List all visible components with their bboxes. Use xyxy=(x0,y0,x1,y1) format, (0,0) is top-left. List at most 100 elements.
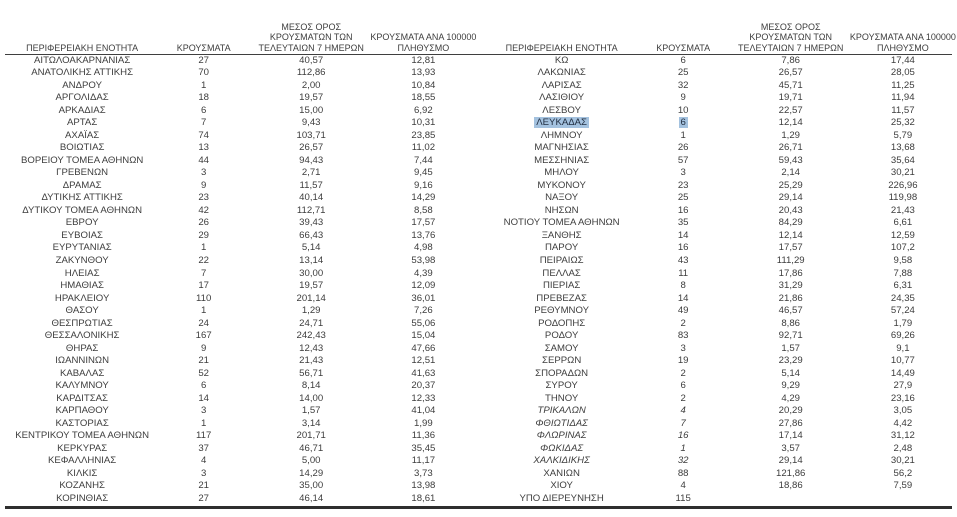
region-value: ΔΥΤΙΚΟΥ ΤΟΜΕΑ ΑΘΗΝΩΝ xyxy=(22,204,143,216)
selected-region-value[interactable]: ΛΕΥΚΑΔΑΣ xyxy=(534,117,589,129)
table-row: ΚΟΖΑΝΗΣ 21 35,00 13,98 xyxy=(5,480,473,493)
avg7-cell: 22,57 xyxy=(728,105,854,116)
avg7-value: 1,29 xyxy=(301,305,321,317)
avg7-cell: 111,29 xyxy=(728,255,854,266)
avg7-cell: 11,57 xyxy=(248,180,374,191)
region-value: ΚΟΡΙΝΘΙΑΣ xyxy=(56,492,109,504)
cases-cell: 1 xyxy=(639,443,728,454)
cases-value: 8 xyxy=(680,280,686,292)
cases-cell: 29 xyxy=(159,230,248,241)
region-cell: ΗΜΑΘΙΑΣ xyxy=(5,280,159,291)
per100k-value: 11,25 xyxy=(891,79,915,91)
avg7-cell: 201,14 xyxy=(248,293,374,304)
table-row: ΣΥΡΟΥ 6 9,29 27,9 xyxy=(485,379,953,392)
avg7-value: 17,14 xyxy=(778,430,803,442)
avg7-value: 19,57 xyxy=(299,92,324,104)
region-cell: ΡΟΔΟΠΗΣ xyxy=(485,318,639,329)
per100k-value: 4,42 xyxy=(893,417,913,429)
avg7-cell: 26,71 xyxy=(728,142,854,153)
header-cases-label: ΚΡΟΥΣΜΑΤΑ xyxy=(656,42,711,53)
region-cell: ΚΑΡΠΑΘΟΥ xyxy=(5,405,159,416)
avg7-cell: 59,43 xyxy=(728,155,854,166)
cases-cell: 27 xyxy=(159,55,248,66)
per100k-cell: 4,39 xyxy=(374,268,472,279)
region-cell: ΡΟΔΟΥ xyxy=(485,330,639,341)
avg7-value: 14,00 xyxy=(299,392,324,404)
cases-value: 3 xyxy=(201,467,207,479)
avg7-value: 29,14 xyxy=(778,192,803,204)
table-row: ΓΡΕΒΕΝΩΝ 3 2,71 9,45 xyxy=(5,167,473,180)
per100k-cell: 9,16 xyxy=(374,180,472,191)
avg7-value: 14,29 xyxy=(299,467,324,479)
region-cell: ΑΧΑΪΑΣ xyxy=(5,130,159,141)
region-value: ΚΑΡΠΑΘΟΥ xyxy=(55,405,109,417)
per100k-value: 7,59 xyxy=(893,480,913,492)
per100k-value: 56,2 xyxy=(893,467,913,479)
cases-value: 16 xyxy=(677,242,689,254)
avg7-cell: 21,86 xyxy=(728,293,854,304)
per100k-value: 6,61 xyxy=(893,217,913,229)
avg7-value: 56,71 xyxy=(299,367,324,379)
region-value: ΠΕΙΡΑΙΩΣ xyxy=(539,255,584,266)
per100k-cell: 15,04 xyxy=(374,330,472,341)
table-row: ΕΥΡΥΤΑΝΙΑΣ 1 5,14 4,98 xyxy=(5,242,473,255)
per100k-cell: 17,57 xyxy=(374,217,472,228)
cases-cell: 115 xyxy=(639,493,728,504)
region-cell: ΚΕΝΤΡΙΚΟΥ ΤΟΜΕΑ ΑΘΗΝΩΝ xyxy=(5,430,159,441)
table-row: ΑΡΤΑΣ 7 9,43 10,31 xyxy=(5,117,473,130)
table-row: ΦΩΚΙΔΑΣ 1 3,57 2,48 xyxy=(485,442,953,455)
region-value: ΗΜΑΘΙΑΣ xyxy=(60,280,104,292)
cases-cell: 88 xyxy=(639,468,728,479)
per100k-value: 47,66 xyxy=(411,342,436,354)
table-row: ΝΗΣΩΝ 16 20,43 21,43 xyxy=(485,204,953,217)
avg7-cell: 18,86 xyxy=(728,480,854,491)
cases-cell: 49 xyxy=(639,305,728,316)
table-row: ΧΑΝΙΩΝ 88 121,86 56,2 xyxy=(485,467,953,480)
selected-cases-value[interactable]: 6 xyxy=(678,117,688,129)
cases-cell: 27 xyxy=(159,493,248,504)
region-value: ΚΩ xyxy=(554,54,569,66)
cases-value: 23 xyxy=(677,179,689,191)
per100k-cell: 2,48 xyxy=(854,443,952,454)
avg7-cell: 1,57 xyxy=(728,343,854,354)
header-per100k: ΚΡΟΥΣΜΑΤΑ ΑΝΑ 100000 ΠΛΗΘΥΣΜΟ xyxy=(370,32,476,54)
avg7-cell: 24,71 xyxy=(248,318,374,329)
header-cases: ΚΡΟΥΣΜΑΤΑ xyxy=(639,43,728,55)
per100k-value: 21,43 xyxy=(890,204,915,216)
avg7-cell: 2,71 xyxy=(248,167,374,178)
table-row: ΕΒΡΟΥ 26 39,43 17,57 xyxy=(5,217,473,230)
per100k-cell: 13,68 xyxy=(854,142,952,153)
region-value: ΦΛΩΡΙΝΑΣ xyxy=(536,430,587,442)
avg7-value: 24,71 xyxy=(299,317,324,329)
per100k-cell: 9,1 xyxy=(854,343,952,354)
per100k-cell: 6,31 xyxy=(854,280,952,291)
region-value: ΚΑΡΔΙΤΣΑΣ xyxy=(56,392,108,404)
cases-value: 17 xyxy=(198,280,209,292)
avg7-cell: 9,29 xyxy=(728,380,854,391)
per100k-cell: 11,57 xyxy=(854,105,952,116)
per100k-value: 13,98 xyxy=(411,480,436,492)
region-cell: ΝΗΣΩΝ xyxy=(485,205,639,216)
region-value: ΡΟΔΟΠΗΣ xyxy=(538,317,586,329)
region-value: ΑΝΑΤΟΛΙΚΗΣ ΑΤΤΙΚΗΣ xyxy=(31,67,134,79)
table-row: ΥΠΟ ΔΙΕΡΕΥΝΗΣΗ 115 xyxy=(485,492,953,505)
region-cell: ΚΕΡΚΥΡΑΣ xyxy=(5,443,159,454)
cases-cell: 2 xyxy=(639,393,728,404)
per100k-cell: 21,43 xyxy=(854,205,952,216)
table-row: ΚΕΦΑΛΛΗΝΙΑΣ 4 5,00 11,17 xyxy=(5,455,473,468)
cases-cell: 14 xyxy=(639,293,728,304)
per100k-cell: 12,09 xyxy=(374,280,472,291)
header-per100k: ΚΡΟΥΣΜΑΤΑ ΑΝΑ 100000 ΠΛΗΘΥΣΜΟ xyxy=(850,32,956,54)
avg7-cell: 12,14 xyxy=(728,230,854,241)
region-cell: ΚΑΛΥΜΝΟΥ xyxy=(5,380,159,391)
avg7-cell: 26,57 xyxy=(248,142,374,153)
avg7-value: 26,57 xyxy=(778,67,803,79)
avg7-value: 3,14 xyxy=(301,417,321,429)
region-value: ΦΩΚΙΔΑΣ xyxy=(540,442,584,454)
region-cell: ΦΛΩΡΙΝΑΣ xyxy=(485,430,639,441)
per100k-value: 23,16 xyxy=(890,392,915,404)
region-value: ΑΙΤΩΛΟΑΚΑΡΝΑΝΙΑΣ xyxy=(34,54,131,66)
cases-cell: 37 xyxy=(159,443,248,454)
region-value: ΚΟΖΑΝΗΣ xyxy=(59,480,105,492)
region-cell: ΛΑΣΙΘΙΟΥ xyxy=(485,92,639,103)
